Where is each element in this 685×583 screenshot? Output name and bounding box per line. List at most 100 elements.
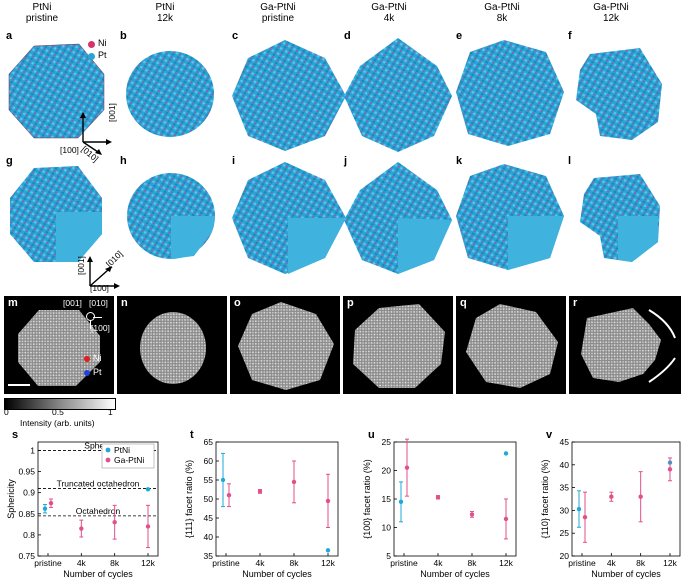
data-point bbox=[582, 515, 588, 520]
ptni-12k-cut-particle bbox=[127, 173, 215, 259]
y-tick-label: 45 bbox=[204, 513, 214, 523]
y-tick-label: 0.8 bbox=[23, 530, 35, 540]
column-header-line1: PtNi bbox=[32, 2, 52, 13]
x-tick-label: 8k bbox=[636, 558, 646, 568]
em-legend-pt: Pt bbox=[93, 367, 102, 377]
em-axis-label-100: [100] bbox=[91, 323, 110, 333]
x-tick-label: 12k bbox=[499, 558, 513, 568]
plot-frame bbox=[393, 441, 517, 557]
y-tick-label: 30 bbox=[560, 505, 570, 515]
panel-label: a bbox=[6, 30, 13, 42]
legend-label: Ga-PtNi bbox=[114, 455, 144, 465]
em-image-tile: m Ni Pt bbox=[4, 296, 114, 394]
column-header: Ga-PtNi 12k bbox=[571, 2, 651, 24]
column-header-line1: Ga-PtNi bbox=[260, 2, 296, 13]
column-header: PtNi 12k bbox=[125, 2, 205, 24]
axis-label-100: [100] bbox=[90, 283, 109, 293]
y-tick-label: 40 bbox=[204, 532, 214, 542]
x-tick-label: 12k bbox=[141, 558, 155, 568]
em-particle bbox=[140, 312, 206, 384]
x-tick-label: 8k bbox=[468, 558, 478, 568]
colorbar-tick: 0.5 bbox=[52, 407, 64, 417]
data-point bbox=[220, 477, 226, 483]
ni-legend-label: Ni bbox=[98, 38, 107, 48]
data-point bbox=[469, 512, 475, 517]
data-point bbox=[42, 506, 48, 511]
x-tick-label: 4k bbox=[77, 558, 87, 568]
colorbar-tick: 0 bbox=[4, 407, 9, 417]
data-point bbox=[325, 548, 331, 553]
data-point bbox=[145, 524, 151, 529]
data-point bbox=[398, 499, 404, 505]
em-axis-arrow bbox=[90, 320, 92, 329]
panel-label: i bbox=[232, 155, 236, 167]
x-tick-label: pristine bbox=[34, 558, 62, 568]
y-tick-label: 55 bbox=[204, 475, 214, 485]
panel-label: g bbox=[6, 155, 13, 167]
x-tick-label: 8k bbox=[290, 558, 300, 568]
column-header-line1: Ga-PtNi bbox=[593, 2, 629, 13]
legend-marker bbox=[105, 457, 111, 463]
panel-label: o bbox=[234, 297, 241, 309]
panel-label: c bbox=[232, 30, 239, 42]
gaptni-4k-particle bbox=[344, 38, 452, 152]
ptni-pristine-particle bbox=[8, 43, 105, 139]
em-legend-ni: Ni bbox=[93, 353, 102, 363]
axis-label-001: [001] bbox=[107, 103, 117, 122]
column-header-line2: 4k bbox=[383, 13, 395, 24]
data-point bbox=[226, 493, 232, 498]
x-tick-label: pristine bbox=[568, 558, 596, 568]
x-axis-title: Number of cycles bbox=[591, 569, 661, 579]
x-axis-title: Number of cycles bbox=[63, 569, 133, 579]
em-particle bbox=[238, 302, 334, 390]
x-tick-label: 4k bbox=[607, 558, 617, 568]
crystal-axes-icon bbox=[80, 112, 112, 155]
em-particle bbox=[466, 304, 558, 388]
x-tick-label: 8k bbox=[110, 558, 120, 568]
legend-label: PtNi bbox=[114, 445, 130, 455]
data-point bbox=[638, 494, 643, 499]
panel-label: e bbox=[456, 30, 463, 42]
panel-label: p bbox=[347, 297, 354, 309]
column-header-line2: 12k bbox=[602, 13, 620, 24]
plot-frame bbox=[37, 441, 159, 557]
em-image-tile: p bbox=[343, 296, 453, 394]
data-point bbox=[145, 487, 151, 492]
data-point bbox=[291, 479, 297, 485]
y-axis-title: {100} facet ratio (%) bbox=[362, 459, 372, 539]
x-tick-label: 4k bbox=[256, 558, 266, 568]
panel-label: h bbox=[120, 155, 127, 167]
panel-label: n bbox=[121, 297, 128, 309]
gaptni-pristine-particle bbox=[232, 40, 346, 151]
y-tick-label: 20 bbox=[382, 466, 392, 476]
data-point bbox=[112, 520, 117, 525]
y-tick-label: 15 bbox=[382, 494, 392, 504]
data-point bbox=[435, 495, 441, 500]
y-tick-label: 0.85 bbox=[18, 509, 35, 519]
column-header-line1: PtNi bbox=[155, 2, 175, 13]
pt-legend-dot bbox=[88, 53, 95, 60]
panel-label: v bbox=[546, 429, 553, 441]
gaptni-8k-particle bbox=[456, 40, 564, 146]
em-image-tile: o bbox=[230, 296, 340, 394]
column-header: Ga-PtNi 4k bbox=[349, 2, 429, 24]
y-tick-label: 50 bbox=[204, 494, 214, 504]
x-tick-label: pristine bbox=[212, 558, 240, 568]
data-point bbox=[79, 526, 84, 531]
panel-label: l bbox=[568, 155, 572, 167]
y-tick-label: 35 bbox=[204, 551, 214, 561]
x-axis-title: Number of cycles bbox=[242, 569, 312, 579]
data-point bbox=[576, 506, 582, 512]
column-header-line1: Ga-PtNi bbox=[371, 2, 407, 13]
column-header-line2: 8k bbox=[496, 13, 508, 24]
em-particle bbox=[18, 310, 100, 386]
data-point bbox=[503, 451, 509, 456]
panel-label: t bbox=[190, 429, 194, 441]
y-tick-label: 45 bbox=[560, 437, 570, 447]
column-header: Ga-PtNi 8k bbox=[462, 2, 542, 24]
panel-label: u bbox=[368, 429, 375, 441]
data-point bbox=[257, 489, 263, 494]
y-tick-label: 0.95 bbox=[18, 467, 35, 477]
y-tick-label: 0.75 bbox=[18, 551, 35, 561]
